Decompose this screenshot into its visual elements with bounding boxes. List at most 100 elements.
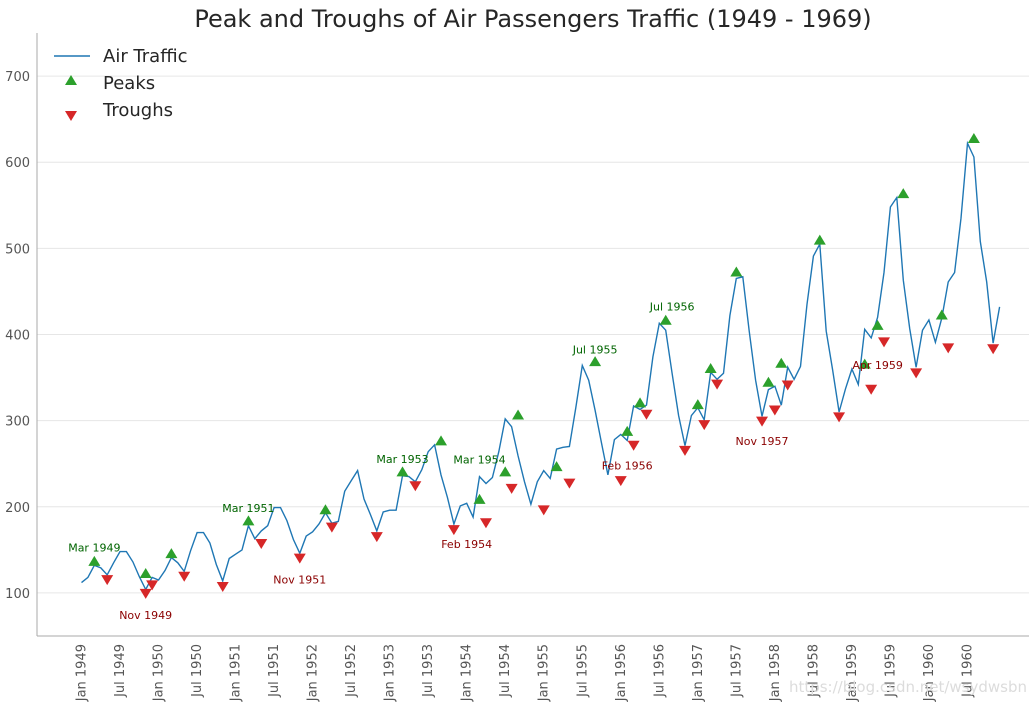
trough-marker xyxy=(878,337,890,348)
trough-marker xyxy=(146,580,159,591)
annotation-label: Mar 1951 xyxy=(222,502,274,515)
peak-marker xyxy=(165,548,178,559)
x-tick-label: Jul 1958 xyxy=(806,644,821,698)
trough-marker xyxy=(216,582,229,593)
x-tick-label: Jan 1956 xyxy=(614,644,629,702)
peak-marker xyxy=(935,309,948,320)
x-tick-label: Jul 1952 xyxy=(344,644,359,698)
peak-marker xyxy=(691,399,704,410)
trough-marker xyxy=(139,588,152,599)
peak-marker xyxy=(550,461,563,472)
x-tick-label: Jul 1957 xyxy=(729,644,744,698)
peak-marker xyxy=(775,357,788,368)
x-tick-label: Jan 1960 xyxy=(922,644,937,702)
peak-marker xyxy=(319,504,332,515)
peak-marker xyxy=(871,319,884,330)
peak-marker xyxy=(813,234,826,245)
legend-label-troughs: Troughs xyxy=(102,100,173,121)
x-tick-label: Jul 1953 xyxy=(421,644,436,698)
y-tick-labels: 100 200 300 400 500 600 700 xyxy=(5,70,30,602)
trough-marker xyxy=(479,518,492,529)
trough-marker xyxy=(537,505,550,516)
x-tick-label: Jan 1950 xyxy=(152,644,167,702)
y-tick-label: 500 xyxy=(5,242,30,257)
trough-marker xyxy=(627,440,640,451)
trough-marker xyxy=(370,532,383,543)
legend-label-peaks: Peaks xyxy=(103,73,155,94)
x-tick-label: Jan 1958 xyxy=(768,644,783,702)
peak-marker xyxy=(897,188,910,199)
y-tick-label: 300 xyxy=(5,415,30,430)
x-tick-label: Jul 1960 xyxy=(960,644,975,698)
axes xyxy=(36,33,1029,637)
legend-trough-marker xyxy=(65,111,77,121)
trough-marker xyxy=(505,483,518,494)
peak-marker xyxy=(621,425,634,436)
annotation-label: Nov 1951 xyxy=(273,573,326,586)
series-line-air-traffic xyxy=(81,140,1001,592)
peak-marker xyxy=(634,397,647,408)
trough-marker xyxy=(678,445,691,456)
annotation-label: Apr 1959 xyxy=(852,359,903,372)
peak-marker xyxy=(967,132,980,143)
trough-marker xyxy=(768,405,781,416)
legend-label-air-traffic: Air Traffic xyxy=(103,46,188,67)
trough-marker xyxy=(910,368,923,379)
y-tick-label: 100 xyxy=(5,587,30,602)
peak-marker xyxy=(435,435,448,446)
trough-marker xyxy=(781,380,794,391)
x-tick-label: Jan 1949 xyxy=(75,644,90,702)
x-tick-label: Jan 1952 xyxy=(306,644,321,702)
x-tick-label: Jan 1957 xyxy=(691,644,706,702)
x-tick-label: Jan 1959 xyxy=(845,644,860,702)
trough-markers xyxy=(101,337,1000,599)
chart-title: Peak and Troughs of Air Passengers Traff… xyxy=(194,5,871,33)
peak-marker xyxy=(242,515,255,526)
legend: Air Traffic Peaks Troughs xyxy=(54,46,188,121)
x-tick-label: Jan 1951 xyxy=(229,644,244,702)
peak-marker xyxy=(858,358,871,369)
annotation-label: Mar 1953 xyxy=(376,453,428,466)
peak-marker xyxy=(88,555,101,566)
x-tick-label: Jul 1959 xyxy=(883,644,898,698)
watermark: https://blog.csdn.net/wsydwsbn xyxy=(789,678,1027,696)
annotation-label: Jul 1955 xyxy=(572,343,618,356)
trough-marker xyxy=(447,525,460,536)
y-tick-label: 200 xyxy=(5,501,30,516)
y-tick-label: 400 xyxy=(5,329,30,344)
annotation-label: Feb 1954 xyxy=(441,538,492,551)
peak-markers xyxy=(88,132,980,578)
annotation-label: Mar 1954 xyxy=(453,454,505,467)
annotations: Mar 1949 Mar 1951 Mar 1953 Mar 1954 Jul 1955… xyxy=(68,300,903,621)
annotation-label: Mar 1949 xyxy=(68,542,120,555)
x-tick-label: Jul 1951 xyxy=(267,644,282,698)
x-tick-labels: Jan 1949 Jul 1949 Jan 1950 Jul 1950 Jan 1951… xyxy=(75,644,976,702)
trough-marker xyxy=(178,571,191,582)
x-tick-label: Jul 1956 xyxy=(652,644,667,698)
trough-marker xyxy=(101,575,114,586)
annotation-label: Nov 1957 xyxy=(736,435,789,448)
trough-marker xyxy=(614,476,627,487)
y-tick-label: 700 xyxy=(5,70,30,85)
trough-marker xyxy=(698,420,711,431)
peak-marker xyxy=(512,409,525,420)
trough-marker xyxy=(325,522,338,533)
peak-marker xyxy=(704,362,717,373)
trough-marker xyxy=(756,416,769,427)
peak-marker xyxy=(499,466,512,477)
trough-marker xyxy=(711,379,724,390)
x-tick-label: Jan 1955 xyxy=(537,644,552,702)
trough-marker xyxy=(293,553,306,564)
peak-marker xyxy=(659,314,672,325)
peak-marker xyxy=(762,376,775,387)
gridlines xyxy=(37,75,1029,594)
annotation-label: Feb 1956 xyxy=(602,460,653,473)
annotation-label: Jul 1956 xyxy=(649,300,695,313)
trough-marker xyxy=(409,481,422,492)
peak-marker xyxy=(139,567,152,578)
legend-peak-marker xyxy=(65,75,77,85)
x-tick-label: Jan 1954 xyxy=(460,644,475,702)
peak-marker xyxy=(589,356,602,367)
y-tick-label: 600 xyxy=(5,156,30,171)
peak-marker xyxy=(396,466,409,477)
